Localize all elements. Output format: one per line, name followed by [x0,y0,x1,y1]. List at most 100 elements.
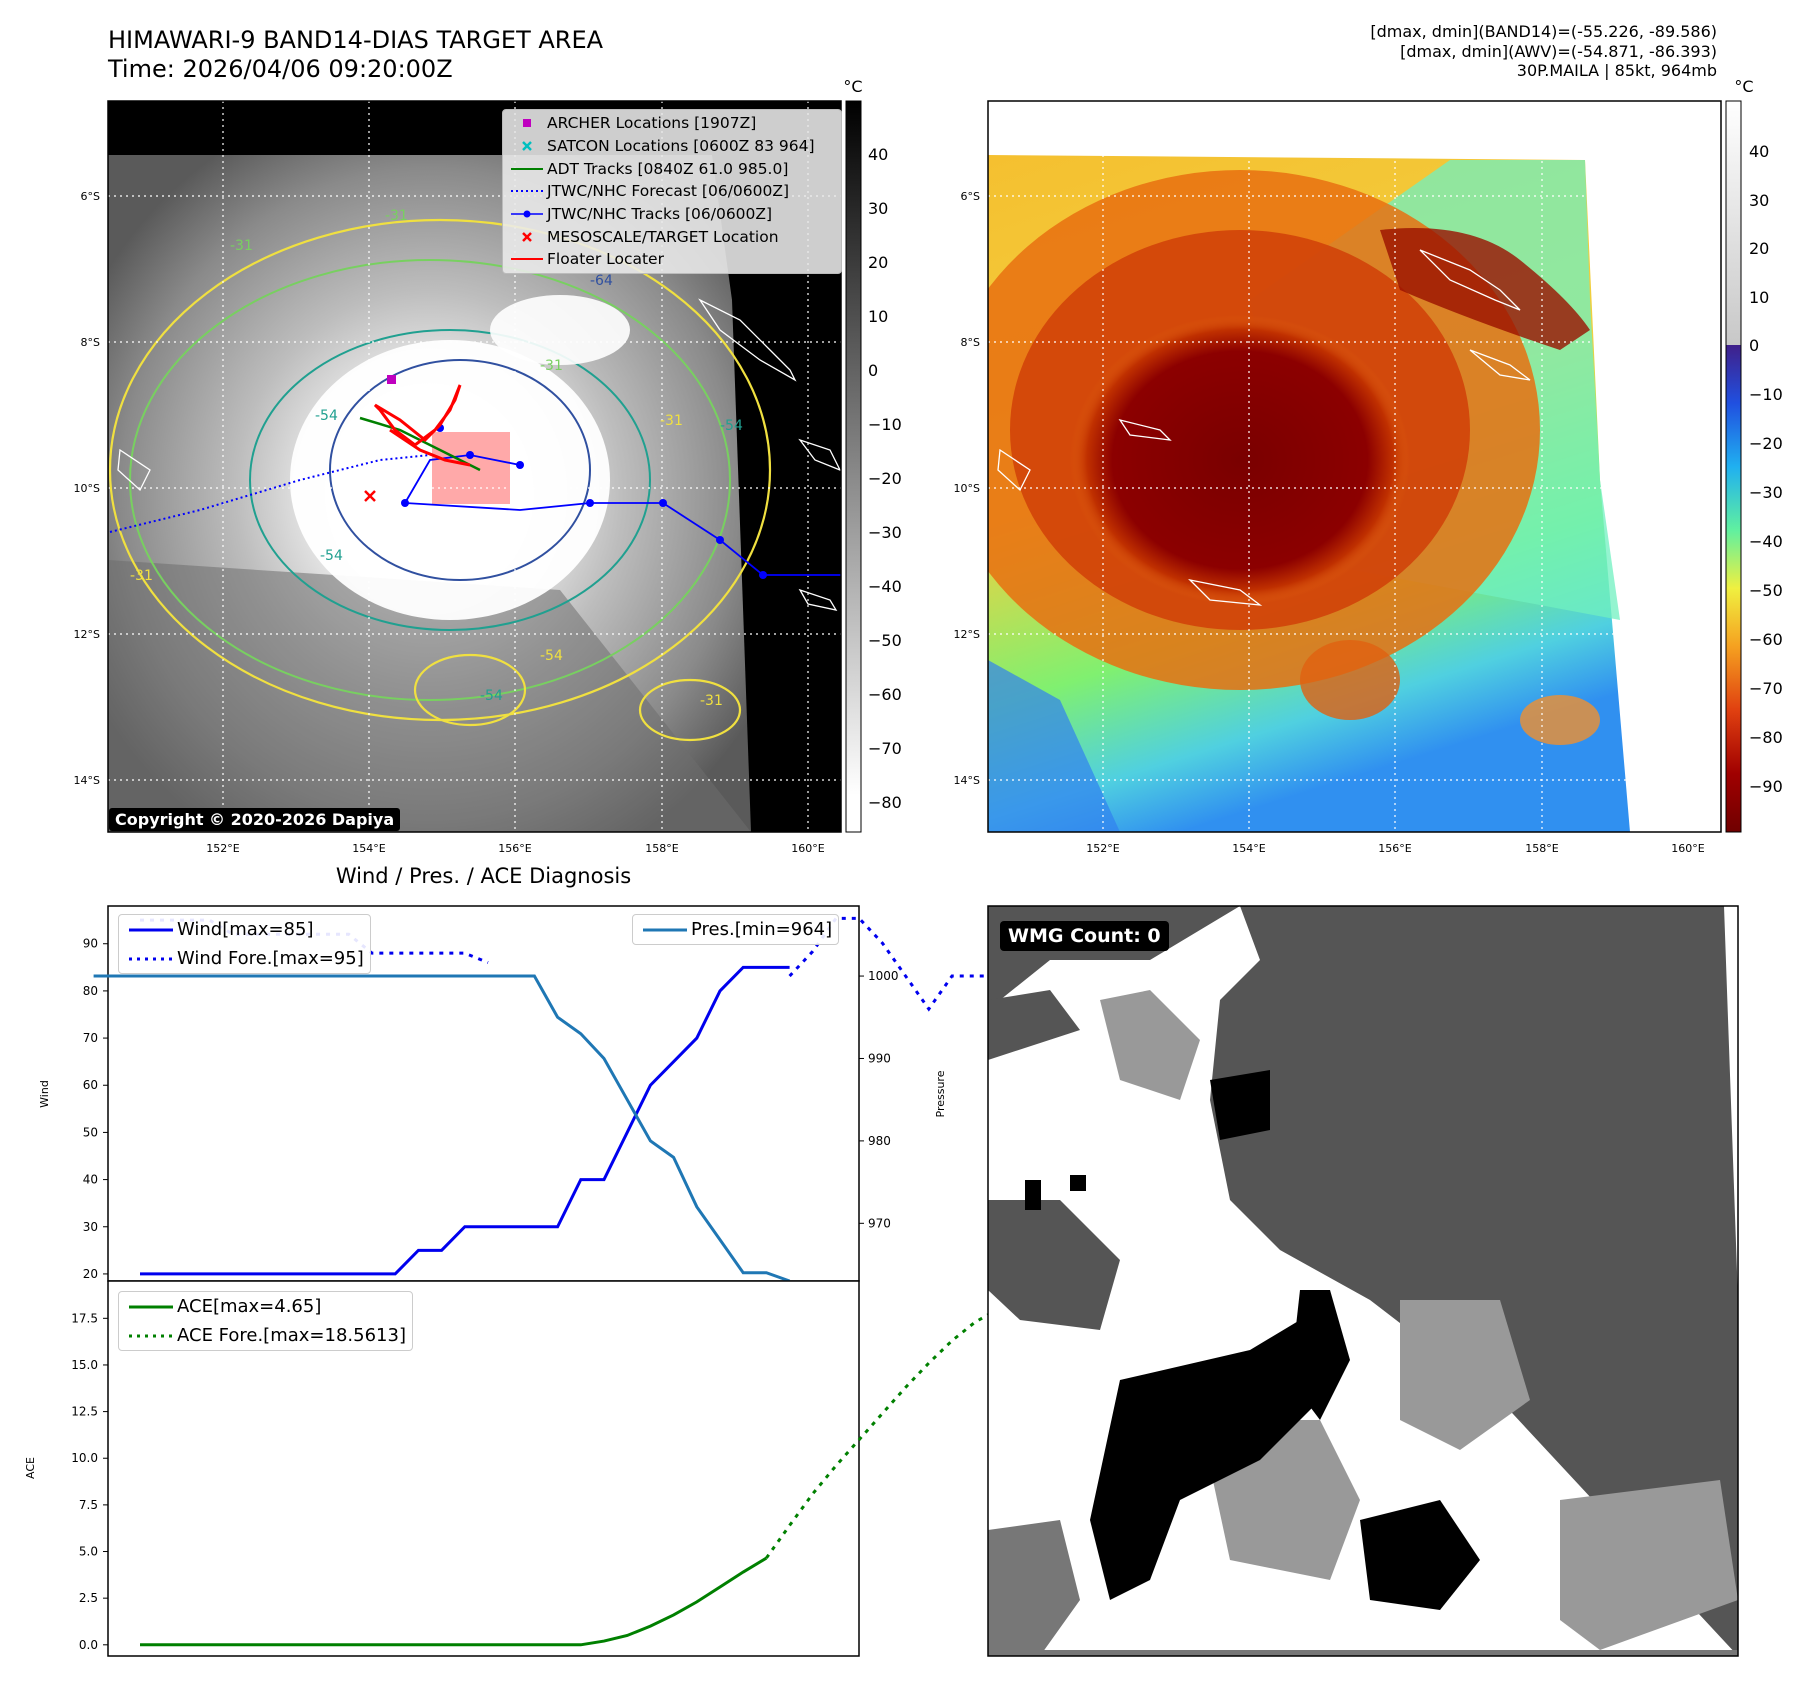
ace-legend: ACE[max=4.65] ACE Fore.[max=18.5613] [118,1291,413,1351]
ace-lines [140,1297,1023,1647]
lon-tick: 152°E [206,842,239,855]
contour-label: -54 [320,548,343,564]
info-line-1: [dmax, dmin](BAND14)=(-55.226, -89.586) [1370,22,1717,41]
awv-map-frame [987,100,1722,833]
legend-item-jtwc-forecast: JTWC/NHC Forecast [06/0600Z] [507,180,837,203]
lon-tick: 158°E [645,842,678,855]
wmg-frame [987,905,1739,1657]
map-legend: ARCHER Locations [1907Z] SATCON Location… [502,109,842,274]
ir-map-frame [107,100,842,833]
lon-tick: 156°E [1378,842,1411,855]
legend-item-pressure: Pres.[min=964] [639,915,832,944]
contour-label: -31 [540,358,563,374]
colorbar-tick: −30 [868,523,902,542]
colorbar-tick: −50 [868,631,902,650]
wind-tick-label: 30 [83,1220,98,1234]
legend-item-archer: ARCHER Locations [1907Z] [507,112,837,135]
ace-tick-label: 17.5 [71,1311,98,1325]
ace-line [140,1556,768,1647]
contour-label: -31 [230,238,253,254]
colorbar-tick: −10 [1749,385,1783,404]
ace-axis-ticks: 0.0 2.5 5.0 7.5 10.0 12.5 15.0 17.5 [71,1311,108,1652]
pressure-line [93,974,791,1283]
lon-tick: 160°E [791,842,824,855]
wind-tick-label: 20 [83,1267,98,1281]
mesoscale-marker [364,490,376,502]
lat-tick: 14°S [954,774,980,787]
contour-label: -31 [385,208,408,224]
colorbar-tick: −40 [868,577,902,596]
legend-item-floater: Floater Locater [507,248,837,271]
colorbar-tick: 40 [868,145,888,164]
lat-tick: 10°S [954,482,980,495]
lon-tick: 154°E [1232,842,1265,855]
ace-axis-label: ACE [24,1457,37,1479]
legend-item-jtwc-tracks: JTWC/NHC Tracks [06/0600Z] [507,203,837,226]
legend-item-satcon: SATCON Locations [0600Z 83 964] [507,135,837,158]
colorbar-awv: °C 40 30 20 10 0 −10 −20 −30 −40 −50 −60… [1725,77,1783,833]
pressure-tick-label: 1000 [868,969,899,983]
colorbar-tick: −90 [1749,777,1783,796]
title-line-1: HIMAWARI-9 BAND14-DIAS TARGET AREA [108,26,604,54]
contour-label: -54 [480,688,503,704]
legend-label: Floater Locater [547,250,664,269]
contour-label: -64 [590,273,613,289]
pressure-axis-label: Pressure [934,1070,947,1117]
wind-tick-label: 90 [83,937,98,951]
colorbar-tick: −70 [1749,679,1783,698]
wind-line [140,965,790,1276]
lon-tick: 152°E [1086,842,1119,855]
colorbar-tick: 20 [1749,239,1769,258]
lat-tick: 14°S [74,774,100,787]
wind-axis-label: Wind [38,1080,51,1108]
contour-label: -54 [315,408,338,424]
wind-tick-label: 60 [83,1078,98,1092]
colorbar-tick: −20 [868,469,902,488]
lat-tick: 6°S [961,190,980,203]
pressure-tick-label: 980 [868,1134,891,1148]
legend-label: MESOSCALE/TARGET Location [547,227,779,246]
colorbar-tick: 20 [868,253,888,272]
pressure-legend: Pres.[min=964] [632,914,840,945]
ir-map-ticks: 6°S 8°S 10°S 12°S 14°S 152°E 154°E 156°E… [74,190,825,855]
pressure-axis-ticks: 970 980 990 1000 [859,969,899,1230]
ace-tick-label: 2.5 [79,1591,98,1605]
legend-item-adt: ADT Tracks [0840Z 61.0 985.0] [507,157,837,180]
storm-info: [dmax, dmin](BAND14)=(-55.226, -89.586) … [1370,22,1717,81]
ace-tick-label: 10.0 [71,1451,98,1465]
lat-tick: 8°S [81,336,100,349]
legend-label: ARCHER Locations [1907Z] [547,114,757,133]
copyright-badge: Copyright © 2020-2026 Dapiya [109,808,401,831]
ace-tick-label: 7.5 [79,1498,98,1512]
pressure-tick-label: 970 [868,1216,891,1230]
lon-tick: 158°E [1525,842,1558,855]
wind-forecast-line [140,918,489,964]
colorbar-ir: °C 40 30 20 10 0 −10 −20 −30 −40 −50 −60… [843,77,902,833]
legend-label: Wind Fore.[max=95] [177,948,364,969]
contour-label: -31 [700,693,723,709]
contour-label: -54 [720,418,743,434]
wind-tick-label: 50 [83,1125,98,1139]
lon-tick: 156°E [498,842,531,855]
colorbar-tick: 40 [1749,142,1769,161]
colorbar-tick: 30 [868,199,888,218]
ace-tick-label: 15.0 [71,1358,98,1372]
lat-tick: 6°S [81,190,100,203]
ace-tick-label: 0.0 [79,1638,98,1652]
ace-forecast-line [765,1297,1023,1559]
colorbar-tick: −40 [1749,532,1783,551]
wind-legend: Wind[max=85] Wind Fore.[max=95] [118,914,371,974]
pressure-tick-label: 990 [868,1051,891,1065]
colorbar-tick: −30 [1749,483,1783,502]
lat-tick: 10°S [74,482,100,495]
colorbar-tick: −20 [1749,434,1783,453]
title-line-2: Time: 2026/04/06 09:20:00Z [108,55,453,83]
contour-label: -31 [660,413,683,429]
colorbar-unit: °C [1734,77,1753,96]
legend-label: ADT Tracks [0840Z 61.0 985.0] [547,159,789,178]
diagnosis-title: Wind / Pres. / ACE Diagnosis [335,864,632,888]
info-line-3: 30P.MAILA | 85kt, 964mb [1516,61,1717,80]
legend-label: JTWC/NHC Forecast [06/0600Z] [547,182,790,201]
lon-tick: 160°E [1671,842,1704,855]
